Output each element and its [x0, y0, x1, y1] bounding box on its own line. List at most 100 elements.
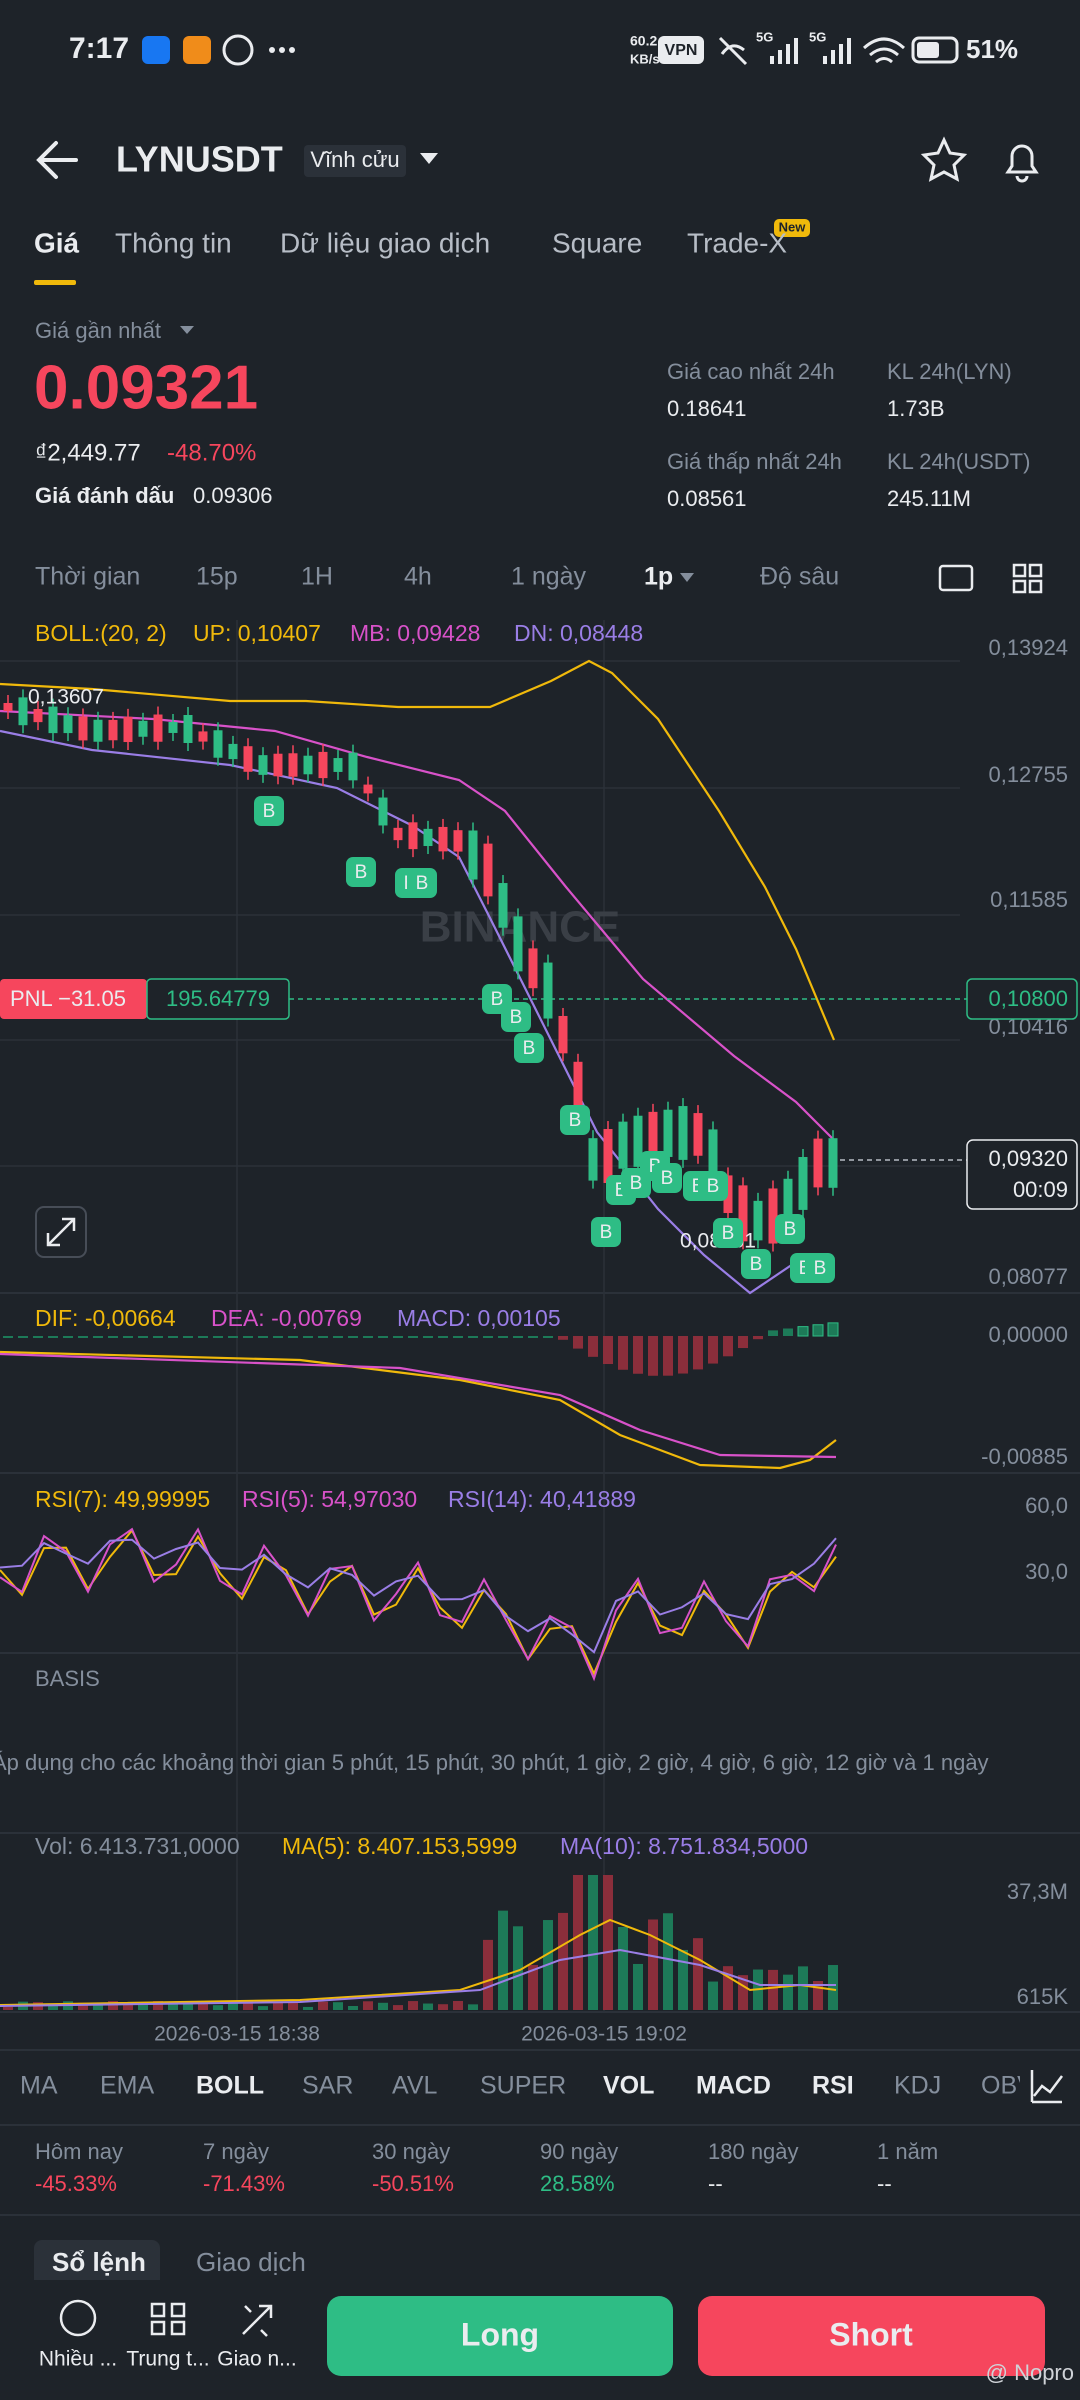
timeframe[interactable]: 15p [196, 563, 238, 591]
candle-body [213, 730, 223, 758]
volume-bar [138, 2004, 148, 2010]
dropdown-arrow[interactable] [180, 326, 194, 334]
trade-marker-label: B [569, 1110, 582, 1131]
trade-marker [652, 1163, 682, 1193]
timeframe[interactable]: Thời gian [35, 563, 140, 591]
macd-bar [693, 1336, 703, 1370]
tab[interactable]: Thông tin [115, 227, 232, 258]
period-label: Hôm nay [35, 2139, 123, 2164]
macd-bar [48, 1336, 58, 1338]
trade-marker [407, 868, 437, 898]
favorite-button[interactable] [920, 136, 968, 182]
basis-title: BASIS [35, 1666, 100, 1691]
candle-body [468, 830, 478, 880]
macd-legend: MACD: 0,00105 [397, 1305, 561, 1331]
y-axis-label: 0,00000 [988, 1322, 1068, 1347]
candle-body [18, 697, 28, 726]
indicator-fade [1020, 2060, 1080, 2115]
dot [289, 47, 295, 53]
layout-button[interactable] [1012, 563, 1043, 594]
shortcut-label[interactable]: Trung t... [126, 2348, 209, 2371]
vol-ma10 [0, 1948, 836, 2007]
candle-body [738, 1185, 748, 1242]
chart-settings-button[interactable] [938, 564, 974, 592]
order-tab-active [34, 2240, 160, 2288]
signal-icon [770, 38, 798, 64]
macd-bar [33, 1336, 43, 1338]
indicator-tab[interactable]: RSI [812, 2072, 854, 2100]
shortcut-label[interactable]: Nhiều ... [39, 2348, 117, 2371]
indicator-tab[interactable]: KDJ [894, 2072, 941, 2100]
indicator-tab[interactable]: MA [20, 2072, 58, 2100]
volume-bar [483, 1939, 493, 2010]
indicator-tab[interactable]: BOLL [196, 2072, 264, 2100]
dropdown-arrow[interactable] [420, 153, 438, 164]
short-label[interactable]: Short [829, 2316, 913, 2352]
countdown: 00:09 [1013, 1177, 1068, 1202]
tab[interactable]: Dữ liệu giao dịch [280, 227, 490, 258]
trade-marker-label: B [523, 1038, 536, 1059]
macd-bar [3, 1336, 13, 1338]
boll-middle [0, 709, 835, 1141]
candle-body [378, 797, 388, 826]
trade-marker [591, 1217, 621, 1247]
dropdown-arrow[interactable] [680, 573, 694, 582]
indicator-tab[interactable]: MACD [696, 2072, 771, 2100]
macd-bar [438, 1336, 448, 1338]
pnl-label: PNL −31.05 [10, 986, 126, 1011]
battery-level [917, 42, 939, 58]
volume-bar [3, 2007, 13, 2010]
order-tab[interactable]: Sổ lệnh [52, 2247, 146, 2277]
rsi-legend: RSI(5): 54,97030 [242, 1486, 417, 1512]
trade-marker-label: B [661, 1168, 674, 1189]
shortcut-label[interactable]: Giao n... [217, 2348, 296, 2371]
candle-body [423, 828, 433, 847]
tab[interactable]: Giá [34, 227, 80, 258]
expand-button[interactable] [35, 1206, 87, 1258]
long-button[interactable] [327, 2296, 673, 2376]
candle-body [33, 709, 43, 723]
candle-body [663, 1109, 673, 1157]
dot [279, 47, 285, 53]
y-axis-label: 0,12755 [988, 762, 1068, 787]
indicator-tab[interactable]: VOL [603, 2072, 654, 2100]
timeframe[interactable]: 1 ngày [511, 563, 587, 591]
volume-bar [318, 2001, 328, 2010]
macd-bar [348, 1336, 358, 1338]
mark-price-label: Giá đánh dấu [35, 483, 174, 508]
timeframe[interactable]: 4h [404, 563, 432, 591]
dot [269, 47, 275, 53]
volume-bar [363, 2001, 373, 2010]
tab[interactable]: Trade-X [687, 227, 787, 258]
current-price: 0,09320 [988, 1146, 1068, 1171]
macd-bar [393, 1336, 403, 1338]
vpn-label: VPN [665, 42, 698, 59]
period-change: -50.51% [372, 2171, 454, 2196]
trade-marker-label: B [263, 801, 276, 822]
price-change: -48.70% [167, 439, 256, 466]
indicator-tab[interactable]: SAR [302, 2072, 353, 2100]
candle-body [798, 1157, 808, 1210]
tab[interactable]: Square [552, 227, 642, 258]
back-button[interactable] [36, 141, 78, 179]
indicator-tab[interactable]: SUPER [480, 2072, 566, 2100]
alert-button[interactable] [1005, 144, 1039, 183]
period-label: 180 ngày [708, 2139, 799, 2164]
timeframe[interactable]: 1p [644, 563, 673, 591]
y-axis-label: 37,3M [1007, 1879, 1068, 1904]
short-button[interactable] [698, 2296, 1045, 2376]
macd-bar [168, 1336, 178, 1338]
candle-body [333, 758, 343, 772]
indicator-tab[interactable]: EMA [100, 2072, 155, 2100]
trade-marker-label: B [784, 1219, 797, 1240]
order-tab[interactable]: Giao dịch [196, 2247, 306, 2277]
fiat-price: ₫2,449.77 [35, 439, 141, 466]
indicator-tab[interactable]: AVL [392, 2072, 437, 2100]
volume-bar [468, 2004, 478, 2010]
macd-bar [558, 1336, 568, 1340]
current-tag [966, 1139, 1078, 1210]
timeframe[interactable]: 1H [301, 563, 333, 591]
position-price: 195.64779 [166, 986, 270, 1011]
long-label[interactable]: Long [461, 2316, 539, 2352]
timeframe[interactable]: Độ sâu [760, 563, 839, 591]
